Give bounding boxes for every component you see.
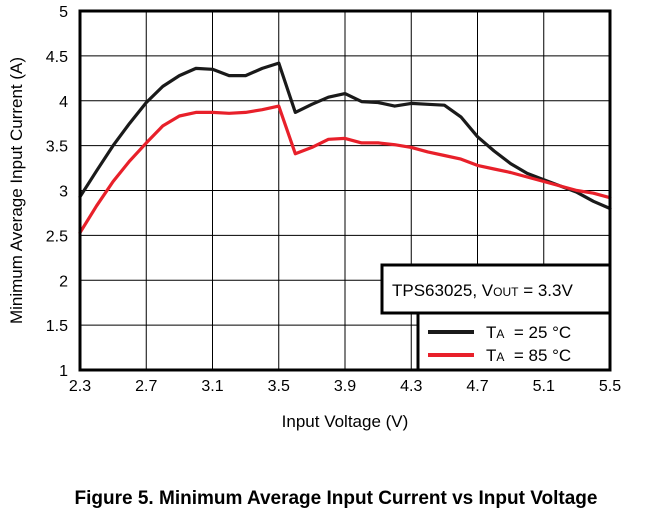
annotation-box: TPS63025, VOUT = 3.3V (380, 263, 612, 315)
y-tick-label: 5 (59, 4, 68, 21)
y-tick-label: 2.5 (46, 228, 68, 245)
plot-frame (78, 9, 612, 372)
x-tick-label: 5.1 (533, 378, 555, 395)
x-tick-labels: 2.3 2.7 3.1 3.5 3.9 4.3 4.7 5.1 5.5 (69, 378, 621, 395)
x-tick-label: 3.1 (201, 378, 223, 395)
grid (80, 11, 610, 370)
legend-frame (416, 311, 612, 372)
x-tick-label: 3.5 (268, 378, 290, 395)
y-tick-label: 4.5 (46, 49, 68, 66)
x-tick-label: 4.7 (466, 378, 488, 395)
y-tick-label: 1.5 (46, 318, 68, 335)
legend: TA = 25 °C TA = 85 °C (416, 311, 612, 372)
legend-label-85c: TA = 85 °C (486, 346, 571, 365)
x-tick-label: 5.5 (599, 378, 621, 395)
x-tick-label: 4.3 (400, 378, 422, 395)
y-tick-label: 4 (59, 94, 68, 111)
x-tick-label: 2.3 (69, 378, 91, 395)
series-line-0 (78, 61, 612, 211)
x-axis-title: Input Voltage (V) (282, 412, 409, 431)
y-tick-label: 3.5 (46, 139, 68, 156)
series-line-1 (78, 104, 612, 235)
x-tick-label: 3.9 (334, 378, 356, 395)
y-tick-labels: 1 1.5 2 2.5 3 3.5 4 4.5 5 (46, 4, 68, 380)
x-tick-label: 2.7 (135, 378, 157, 395)
y-tick-label: 1 (59, 363, 68, 380)
y-axis-title: Minimum Average Input Current (A) (7, 57, 26, 324)
y-tick-label: 3 (59, 184, 68, 201)
series-layer (78, 61, 612, 235)
figure-caption: Figure 5. Minimum Average Input Current … (74, 488, 598, 509)
annotation-text: TPS63025, VOUT = 3.3V (392, 281, 573, 300)
legend-label-25c: TA = 25 °C (486, 323, 571, 342)
y-tick-label: 2 (59, 273, 68, 290)
